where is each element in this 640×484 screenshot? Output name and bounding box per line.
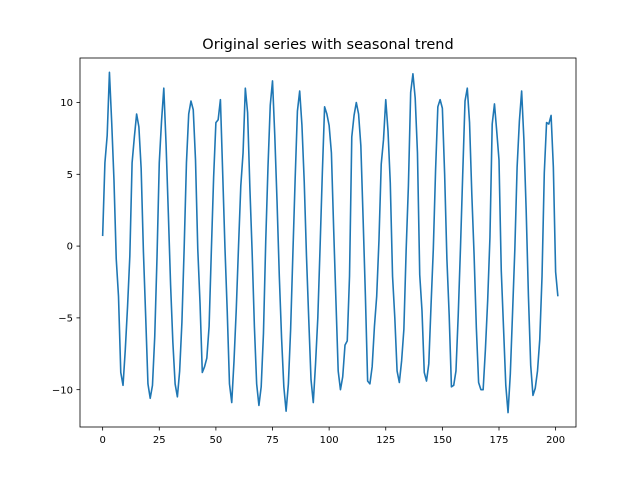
x-tick-label: 125 <box>376 435 395 446</box>
x-tick-label: 50 <box>210 435 223 446</box>
series-line-0 <box>101 71 559 414</box>
y-tick-label: −5 <box>58 313 73 324</box>
y-tick-label: 10 <box>60 98 73 109</box>
y-tick-label: 5 <box>67 170 73 181</box>
y-tick-label: 0 <box>67 242 73 253</box>
y-tick-label: −10 <box>52 385 73 396</box>
x-tick-label: 175 <box>489 435 508 446</box>
chart-title: Original series with seasonal trend <box>202 37 453 53</box>
x-tick-label: 25 <box>153 435 166 446</box>
x-tick-label: 200 <box>546 435 565 446</box>
x-tick-label: 100 <box>320 435 339 446</box>
x-tick-label: 150 <box>433 435 452 446</box>
x-tick-label: 75 <box>266 435 279 446</box>
x-tick-label: 0 <box>99 435 105 446</box>
axes-frame <box>79 57 577 428</box>
plot-area: 0 25 50 75 100 125 150 175 200 −10 −5 0 5 10 <box>52 57 577 446</box>
